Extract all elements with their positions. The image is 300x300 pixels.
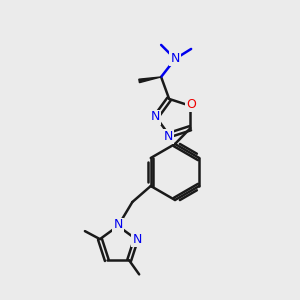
Text: O: O (186, 98, 196, 111)
Text: N: N (132, 232, 142, 246)
Text: N: N (164, 130, 173, 142)
Polygon shape (139, 77, 161, 83)
Text: N: N (113, 218, 123, 232)
Text: N: N (170, 52, 180, 65)
Text: N: N (150, 110, 160, 124)
